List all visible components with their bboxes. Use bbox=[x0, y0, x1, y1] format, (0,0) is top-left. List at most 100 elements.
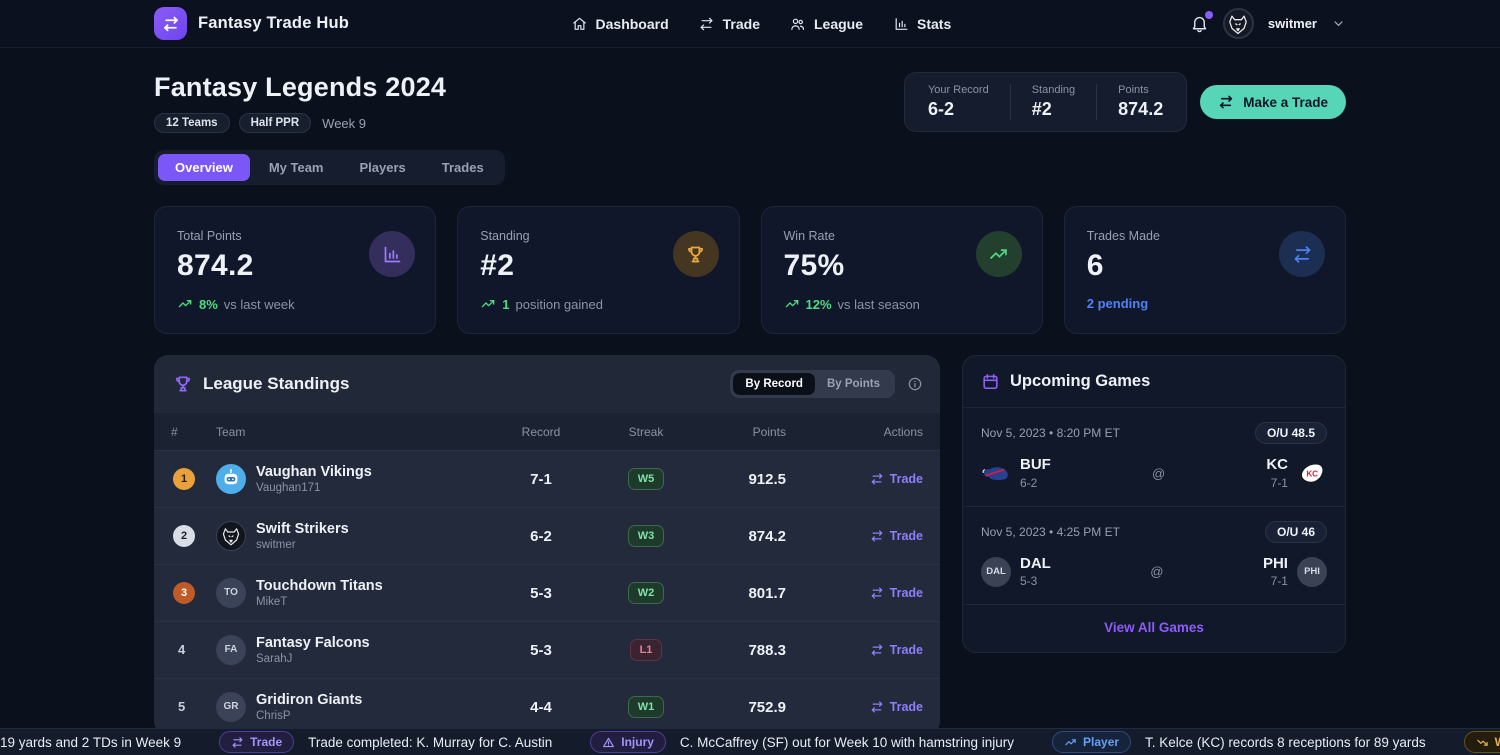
nav-item-dashboard[interactable]: Dashboard bbox=[572, 16, 669, 32]
col-points: Points bbox=[752, 424, 786, 439]
swap-icon bbox=[1218, 94, 1234, 110]
username[interactable]: switmer bbox=[1267, 16, 1317, 31]
trade-action-link[interactable]: Trade bbox=[870, 643, 923, 657]
pending-trades-note[interactable]: 2 pending bbox=[1086, 296, 1149, 311]
trade-action-link[interactable]: Trade bbox=[870, 586, 923, 600]
away-team-record: 5-3 bbox=[1020, 574, 1038, 588]
sort-by-record[interactable]: By Record bbox=[733, 373, 815, 395]
standings-title: League Standings bbox=[203, 374, 350, 393]
team-initials-avatar: TO bbox=[216, 577, 246, 608]
trade-action-link[interactable]: Trade bbox=[870, 700, 923, 714]
nav-user-area: switmer bbox=[1190, 8, 1346, 39]
col-rank: # bbox=[171, 424, 178, 439]
notification-dot bbox=[1204, 11, 1213, 19]
tab-players[interactable]: Players bbox=[359, 160, 406, 175]
sort-by-points[interactable]: By Points bbox=[826, 378, 880, 390]
streak-badge: W1 bbox=[627, 696, 665, 718]
trade-label: Trade bbox=[889, 586, 923, 600]
table-row[interactable]: 2 Swift Strikers switmer 6-2 W3 874.2 Tr… bbox=[154, 507, 940, 564]
cta-label: Make a Trade bbox=[1243, 94, 1328, 110]
trade-label: Trade bbox=[889, 700, 923, 714]
nav-label: League bbox=[814, 15, 864, 32]
ticker-item: Player T. Kelce (KC) records 8 reception… bbox=[1052, 731, 1426, 753]
table-row[interactable]: 3 TO Touchdown Titans MikeT 5-3 W2 801.7… bbox=[154, 564, 940, 621]
streak-badge: W2 bbox=[627, 582, 665, 604]
home-icon bbox=[572, 16, 588, 32]
table-row[interactable]: 5 GR Gridiron Giants ChrisP 4-4 W1 752.9… bbox=[154, 678, 940, 735]
trophy-icon bbox=[173, 374, 193, 394]
nav-item-trade[interactable]: Trade bbox=[699, 16, 760, 32]
app-title: Fantasy Trade Hub bbox=[198, 14, 350, 32]
trend-note: vs last season bbox=[837, 296, 920, 312]
record-summary-card: Your Record 6-2 Standing #2 Points 874.2 bbox=[903, 72, 1188, 132]
stat-value: 6-2 bbox=[927, 99, 954, 119]
team-owner: switmer bbox=[256, 539, 296, 552]
top-nav: Fantasy Trade Hub Dashboard Trade League… bbox=[0, 0, 1500, 48]
nav-label: Stats bbox=[917, 15, 952, 32]
news-ticker[interactable]: 19 yards and 2 TDs in Week 9 Trade Trade… bbox=[0, 728, 1500, 755]
page-title: Fantasy Legends 2024 bbox=[154, 72, 447, 102]
user-avatar[interactable] bbox=[1222, 8, 1254, 39]
teams-badge: 12 Teams bbox=[154, 113, 230, 133]
game-card[interactable]: Nov 5, 2023 • 8:20 PM ET O/U 48.5 BUF 6-… bbox=[963, 407, 1345, 506]
table-row[interactable]: 4 FA Fantasy Falcons SarahJ 5-3 L1 788.3… bbox=[154, 621, 940, 678]
trend-note: vs last week bbox=[223, 296, 295, 312]
stat-label: Points bbox=[1118, 84, 1149, 96]
card-value: #2 bbox=[480, 249, 515, 282]
standings-column-headers: # Team Record Streak Points Actions bbox=[154, 413, 940, 450]
team-record: 4-4 bbox=[530, 698, 552, 716]
ticker-text: T. Kelce (KC) records 8 receptions for 8… bbox=[1145, 734, 1426, 750]
rank-number: 5 bbox=[178, 699, 186, 714]
info-button[interactable] bbox=[907, 376, 923, 392]
trades-made-card: Trades Made 6 2 pending bbox=[1063, 206, 1346, 334]
upcoming-games-panel: Upcoming Games Nov 5, 2023 • 8:20 PM ET … bbox=[962, 355, 1346, 653]
team-initials-avatar: GR bbox=[216, 691, 246, 722]
over-under-badge: O/U 48.5 bbox=[1254, 422, 1327, 444]
team-points: 752.9 bbox=[748, 698, 786, 716]
trend-up-icon bbox=[177, 296, 193, 312]
ticker-item: Injury C. McCaffrey (SF) out for Week 10… bbox=[590, 731, 1014, 753]
team-name: Vaughan Vikings bbox=[256, 463, 372, 480]
ticker-text: 19 yards and 2 TDs in Week 9 bbox=[0, 734, 182, 750]
ticker-item: 19 yards and 2 TDs in Week 9 bbox=[0, 735, 181, 750]
tab-trades[interactable]: Trades bbox=[441, 160, 484, 175]
chiefs-logo-icon bbox=[1297, 458, 1327, 488]
stat-label: Standing bbox=[1031, 84, 1076, 96]
team-record: 7-1 bbox=[530, 470, 552, 488]
trade-action-link[interactable]: Trade bbox=[870, 472, 923, 486]
player-badge: Player bbox=[1052, 731, 1132, 753]
upcoming-title: Upcoming Games bbox=[1010, 372, 1151, 390]
team-points: 788.3 bbox=[748, 641, 786, 659]
nav-item-stats[interactable]: Stats bbox=[893, 16, 951, 32]
team-owner: Vaughan171 bbox=[256, 482, 321, 495]
home-team-record: 7-1 bbox=[1270, 475, 1288, 490]
team-name: Touchdown Titans bbox=[256, 577, 383, 594]
tab-my-team[interactable]: My Team bbox=[268, 160, 324, 175]
swap-icon bbox=[870, 586, 884, 600]
swap-icon bbox=[870, 529, 884, 543]
warning-icon bbox=[602, 736, 615, 749]
at-symbol: @ bbox=[1151, 465, 1166, 481]
swap-icon bbox=[699, 16, 715, 32]
team-owner: SarahJ bbox=[256, 653, 293, 666]
streak-badge: W3 bbox=[627, 525, 665, 547]
view-all-games-link[interactable]: View All Games bbox=[1104, 620, 1204, 635]
trend-up-icon bbox=[975, 231, 1022, 277]
team-name: Gridiron Giants bbox=[256, 691, 363, 708]
tab-overview[interactable]: Overview bbox=[158, 154, 250, 181]
game-card[interactable]: Nov 5, 2023 • 4:25 PM ET O/U 46 DAL DAL … bbox=[963, 505, 1345, 605]
wolf-mascot-icon bbox=[1225, 11, 1251, 37]
chevron-down-icon[interactable] bbox=[1331, 16, 1346, 31]
waiver-badge: Waiver bbox=[1463, 731, 1500, 753]
away-team-abbr: DAL bbox=[1020, 554, 1051, 572]
table-row[interactable]: 1 Vaughan Vikings Vaughan171 7-1 W5 912.… bbox=[154, 450, 940, 507]
standing-card: Standing #2 1 position gained bbox=[457, 206, 740, 334]
rank-badge: 2 bbox=[173, 525, 195, 547]
nav-item-league[interactable]: League bbox=[790, 16, 863, 32]
home-team-abbr: PHI bbox=[1262, 554, 1288, 572]
trade-action-link[interactable]: Trade bbox=[870, 529, 923, 543]
make-a-trade-button[interactable]: Make a Trade bbox=[1200, 85, 1346, 119]
rank-number: 4 bbox=[178, 642, 186, 657]
brand[interactable]: Fantasy Trade Hub bbox=[154, 7, 349, 40]
notifications-button[interactable] bbox=[1190, 11, 1213, 33]
